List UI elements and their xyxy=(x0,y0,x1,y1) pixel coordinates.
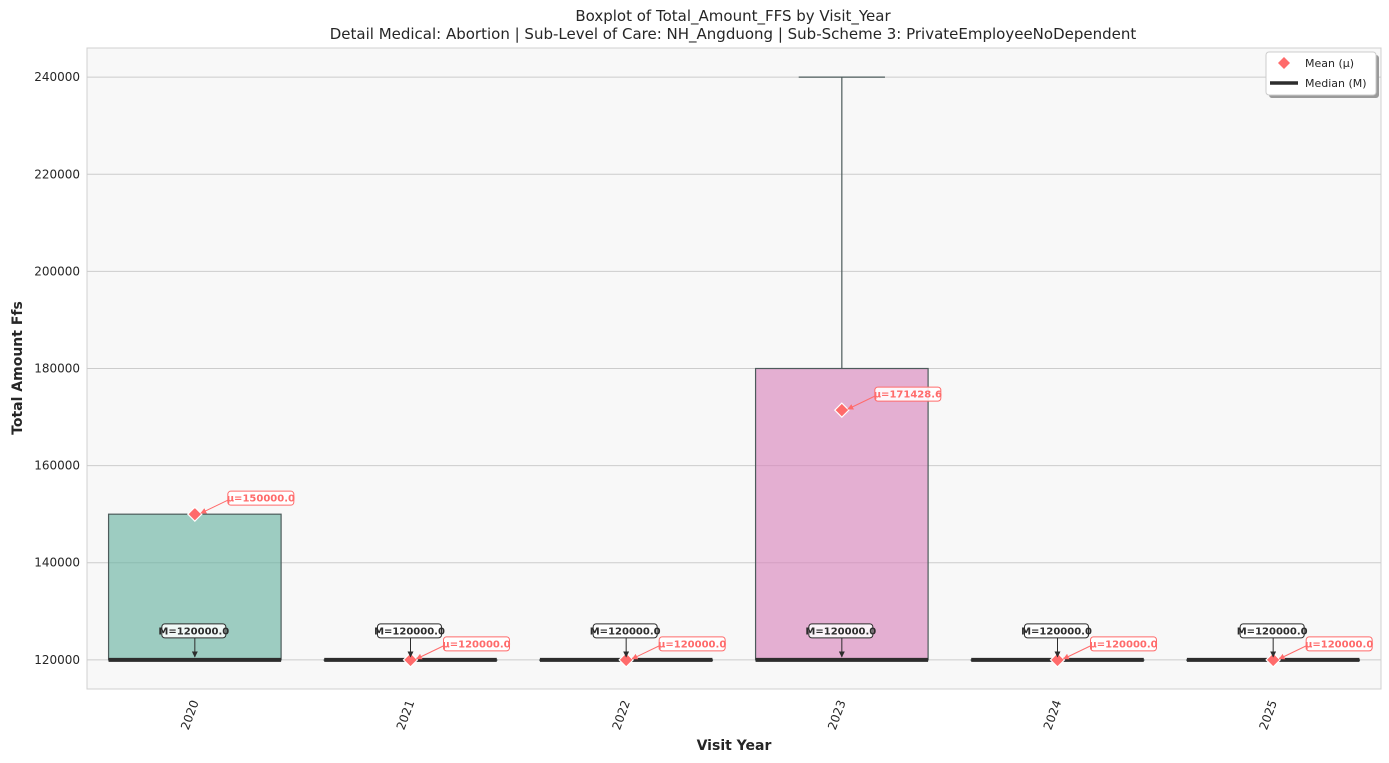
mean-marker xyxy=(186,506,203,523)
mean-marker xyxy=(833,402,850,418)
mean-arrow xyxy=(1062,645,1091,660)
x-tick-label: 2021 xyxy=(394,698,418,731)
mean-marker xyxy=(402,652,419,668)
mean-annotation-box xyxy=(227,490,295,506)
mean-annotation: μ=150000.0 xyxy=(227,494,295,505)
x-tick-labels: 2020 2021 2022 2023 2024 2025 xyxy=(178,698,1280,731)
mean-arrow xyxy=(1278,645,1307,660)
legend-mean-marker xyxy=(1278,57,1290,69)
median-annotation-box xyxy=(377,623,442,639)
mean-arrow xyxy=(631,645,660,660)
y-tick-label: 160000 xyxy=(34,459,80,473)
grid-lines xyxy=(87,76,1381,661)
y-tick-label: 140000 xyxy=(34,556,80,570)
mean-annotation-box xyxy=(443,636,510,652)
median-annotation-box xyxy=(592,623,658,639)
y-tick-label: 180000 xyxy=(34,362,80,376)
x-tick-label: 2025 xyxy=(1256,698,1280,731)
median-annotation: M=120000.0 xyxy=(1237,626,1308,637)
y-tick-label: 120000 xyxy=(34,653,80,667)
median-annotation-box xyxy=(808,623,874,639)
x-axis-label: Visit Year xyxy=(697,738,772,754)
mean-annotation-box xyxy=(874,386,942,402)
median-annotation: M=120000.0 xyxy=(158,626,229,637)
y-tick-label: 240000 xyxy=(34,70,80,84)
legend: Mean (μ) Median (M) xyxy=(1265,51,1379,98)
y-tick-labels: 120000 140000 160000 180000 200000 220000 2400… xyxy=(34,70,80,667)
y-tick-label: 200000 xyxy=(34,264,80,278)
mean-annotation-box xyxy=(658,636,726,652)
x-tick-label: 2023 xyxy=(825,698,849,731)
mean-annotation: μ=120000.0 xyxy=(1305,639,1373,650)
mean-marker xyxy=(1049,652,1066,668)
median-annotation: M=120000.0 xyxy=(1021,626,1092,637)
mean-annotation: μ=120000.0 xyxy=(1089,639,1157,650)
mean-annotation: μ=120000.0 xyxy=(442,639,510,650)
median-annotation: M=120000.0 xyxy=(805,626,876,637)
mean-marker xyxy=(618,652,635,668)
median-annotation-box xyxy=(161,623,227,639)
median-annotation: M=120000.0 xyxy=(374,626,445,637)
mean-annotation: μ=120000.0 xyxy=(658,639,726,650)
annotations: M=120000.0 μ=150000.0 M=120000.0 μ=120000.0… xyxy=(158,386,1373,660)
x-tick-label: 2024 xyxy=(1041,698,1065,731)
legend-mean-label: Mean (μ) xyxy=(1305,57,1354,70)
y-axis-label: Total Amount Ffs xyxy=(10,301,26,435)
chart-subtitle: Detail Medical: Abortion | Sub-Level of … xyxy=(330,25,1137,44)
mean-arrow xyxy=(415,645,444,660)
mean-marker xyxy=(1265,652,1282,668)
mean-arrow xyxy=(200,499,229,514)
mean-annotation: μ=171428.6 xyxy=(874,390,942,401)
y-tick-label: 220000 xyxy=(34,167,80,181)
median-annotation: M=120000.0 xyxy=(590,626,661,637)
chart-title: Boxplot of Total_Amount_FFS by Visit_Yea… xyxy=(575,7,891,26)
mean-annotation-box xyxy=(1305,636,1373,652)
median-annotation-box xyxy=(1239,623,1305,639)
mean-arrow xyxy=(847,395,876,410)
x-tick-label: 2022 xyxy=(609,698,633,731)
legend-median-label: Median (M) xyxy=(1305,77,1367,90)
mean-annotation-box xyxy=(1090,636,1157,652)
median-annotation-box xyxy=(1024,623,1089,639)
x-tick-label: 2020 xyxy=(178,698,202,731)
